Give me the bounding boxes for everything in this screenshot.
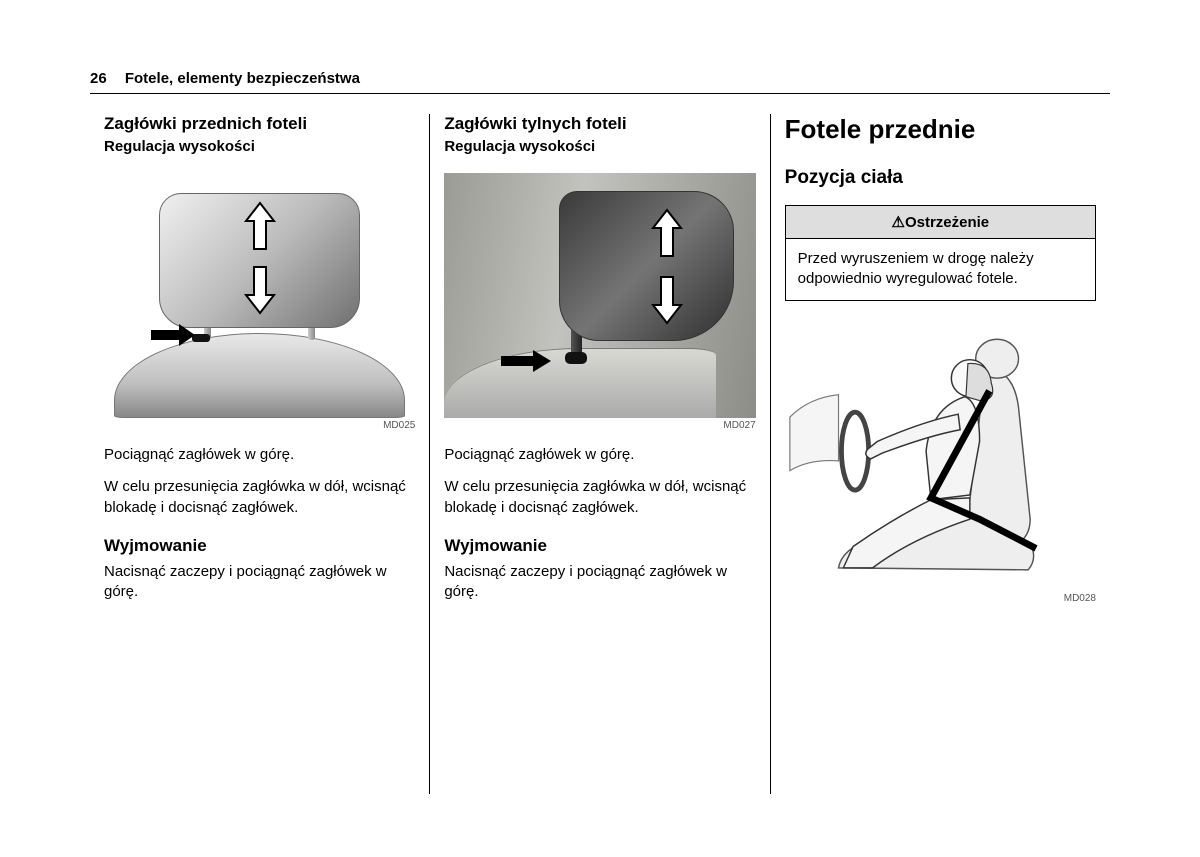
figure-front-headrest [104, 173, 415, 418]
arrow-press-icon [149, 322, 197, 348]
col1-para1: Pociągnąć zagłówek w górę. [104, 445, 415, 465]
figure-code-3: MD028 [785, 593, 1096, 604]
col1-subtitle: Regulacja wysokości [104, 138, 415, 155]
arrow-down-icon [242, 263, 278, 315]
col1-removal-text: Nacisnąć zaczepy i pociągnąć zagłówek w … [104, 562, 415, 603]
arrow-up-icon [649, 208, 685, 260]
column-rear-headrests: Zagłówki tylnych foteli Regulacja wysoko… [429, 114, 769, 794]
figure-driving-position [785, 321, 1096, 591]
column-front-seats: Fotele przednie Pozycja ciała ⚠Ostrzeżen… [770, 114, 1110, 794]
arrow-up-icon [242, 201, 278, 253]
col3-title: Fotele przednie [785, 114, 1096, 145]
rear-release-button [565, 352, 587, 364]
arrow-press-icon [499, 348, 553, 374]
figure-rear-headrest [444, 173, 755, 418]
figure-code-1: MD025 [104, 420, 415, 431]
warning-title: Ostrzeżenie [905, 214, 989, 231]
col3-subtitle: Pozycja ciała [785, 167, 1096, 189]
arrow-down-icon [649, 273, 685, 325]
warning-box: ⚠Ostrzeżenie Przed wyruszeniem w drogę n… [785, 205, 1096, 301]
content-columns: Zagłówki przednich foteli Regulacja wyso… [90, 114, 1110, 794]
col2-para2: W celu przesunięcia zagłówka w dół, wcis… [444, 477, 755, 518]
column-front-headrests: Zagłówki przednich foteli Regulacja wyso… [90, 114, 429, 794]
col2-title: Zagłówki tylnych foteli [444, 114, 755, 134]
col1-title: Zagłówki przednich foteli [104, 114, 415, 134]
warning-header: ⚠Ostrzeżenie [786, 206, 1095, 239]
col2-subtitle: Regulacja wysokości [444, 138, 755, 155]
col2-para1: Pociągnąć zagłówek w górę. [444, 445, 755, 465]
col1-para2: W celu przesunięcia zagłówka w dół, wcis… [104, 477, 415, 518]
driver-illustration [785, 321, 1096, 591]
page-header: 26 Fotele, elementy bezpieczeństwa [90, 70, 1110, 94]
figure-code-2: MD027 [444, 420, 755, 431]
warning-body: Przed wyruszeniem w drogę należy odpowie… [786, 239, 1095, 300]
warning-triangle-icon: ⚠ [891, 214, 904, 231]
col2-removal-text: Nacisnąć zaczepy i pociągnąć zagłówek w … [444, 562, 755, 603]
page-number: 26 [90, 70, 107, 87]
col2-removal-head: Wyjmowanie [444, 536, 755, 556]
chapter-title: Fotele, elementy bezpieczeństwa [125, 70, 360, 87]
rear-headrest-cushion [559, 191, 734, 341]
col1-removal-head: Wyjmowanie [104, 536, 415, 556]
